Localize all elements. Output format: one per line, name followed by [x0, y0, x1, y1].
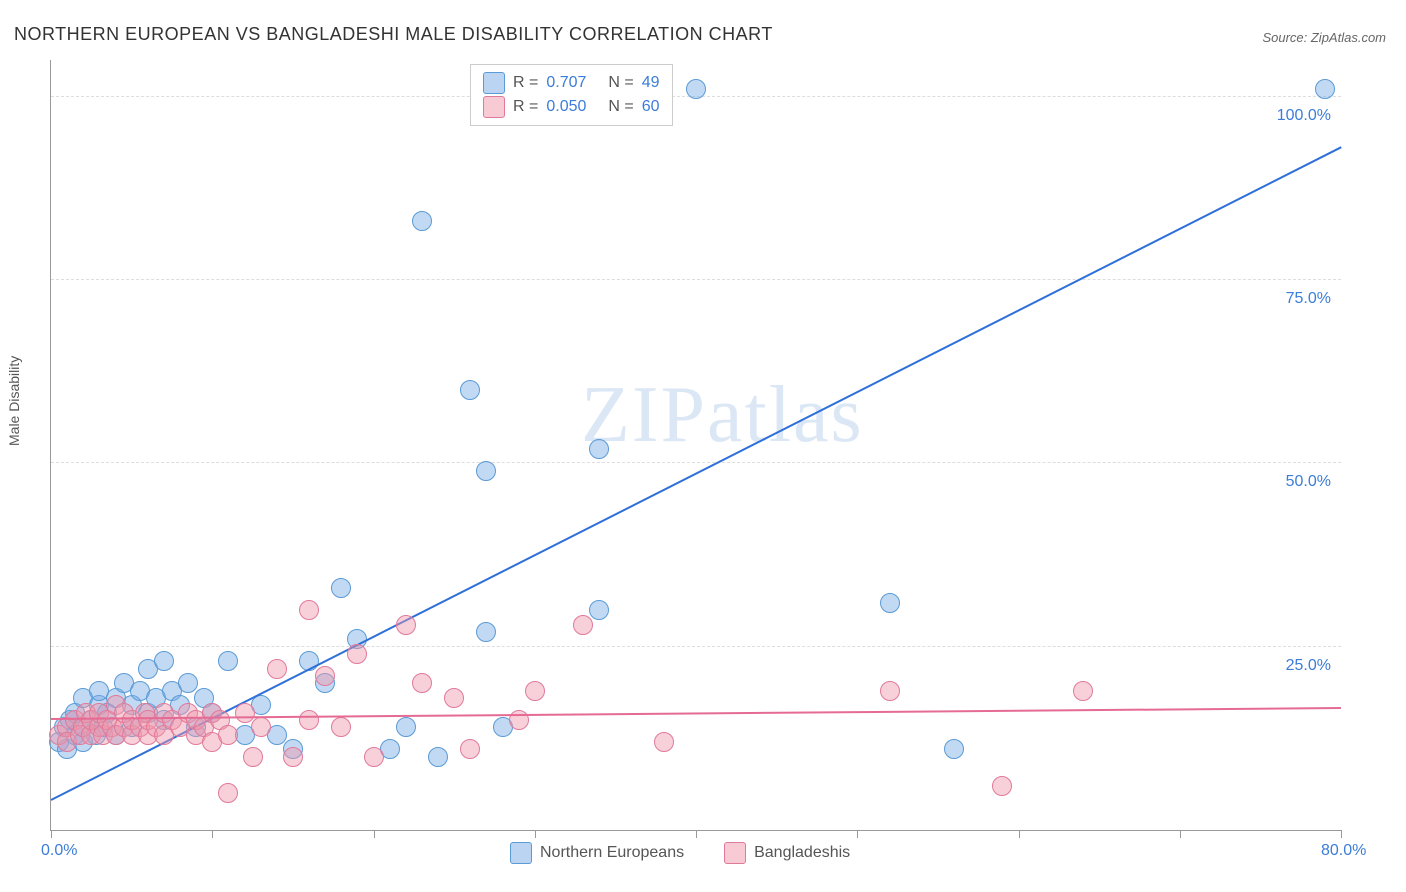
watermark: ZIPatlas [581, 370, 864, 461]
swatch-blue-icon [483, 72, 505, 94]
legend-series: Northern Europeans Bangladeshis [510, 842, 850, 864]
data-point [476, 461, 496, 481]
data-point [331, 578, 351, 598]
data-point [992, 776, 1012, 796]
x-tick [374, 830, 375, 838]
data-point [654, 732, 674, 752]
data-point [880, 593, 900, 613]
stat-n-label: N = [608, 74, 633, 92]
data-point [364, 747, 384, 767]
data-point [218, 651, 238, 671]
chart-title: NORTHERN EUROPEAN VS BANGLADESHI MALE DI… [14, 24, 773, 45]
data-point [283, 747, 303, 767]
grid-line [51, 646, 1341, 647]
y-tick-label: 100.0% [1277, 107, 1331, 125]
x-tick [857, 830, 858, 838]
stat-n-value-1: 60 [642, 98, 660, 116]
x-tick [212, 830, 213, 838]
swatch-pink-icon [483, 96, 505, 118]
stat-r-label: R = [513, 98, 538, 116]
legend-stats-row-1: R = 0.050 N = 60 [483, 95, 660, 119]
legend-item-0: Northern Europeans [510, 842, 684, 864]
y-tick-label: 25.0% [1286, 657, 1331, 675]
swatch-blue-icon [510, 842, 532, 864]
x-tick [1019, 830, 1020, 838]
data-point [1315, 79, 1335, 99]
x-tick [1180, 830, 1181, 838]
stat-r-label: R = [513, 74, 538, 92]
data-point [525, 681, 545, 701]
stat-r-value-1: 0.050 [546, 98, 586, 116]
data-point [460, 380, 480, 400]
data-point [880, 681, 900, 701]
stat-r-value-0: 0.707 [546, 74, 586, 92]
data-point [412, 673, 432, 693]
data-point [347, 644, 367, 664]
legend-item-1: Bangladeshis [724, 842, 850, 864]
grid-line [51, 462, 1341, 463]
data-point [686, 79, 706, 99]
data-point [460, 739, 480, 759]
source-attribution: Source: ZipAtlas.com [1262, 30, 1386, 45]
data-point [428, 747, 448, 767]
data-point [331, 717, 351, 737]
data-point [412, 211, 432, 231]
data-point [178, 673, 198, 693]
data-point [267, 659, 287, 679]
x-tick [696, 830, 697, 838]
legend-stats: R = 0.707 N = 49 R = 0.050 N = 60 [470, 64, 673, 126]
x-tick [1341, 830, 1342, 838]
legend-stats-row-0: R = 0.707 N = 49 [483, 71, 660, 95]
swatch-pink-icon [724, 842, 746, 864]
data-point [944, 739, 964, 759]
data-point [444, 688, 464, 708]
data-point [154, 651, 174, 671]
data-point [243, 747, 263, 767]
data-point [589, 600, 609, 620]
data-point [589, 439, 609, 459]
data-point [218, 725, 238, 745]
data-point [476, 622, 496, 642]
stat-n-value-0: 49 [642, 74, 660, 92]
x-tick-label: 0.0% [41, 842, 77, 860]
data-point [251, 717, 271, 737]
grid-line [51, 279, 1341, 280]
stat-n-label: N = [608, 98, 633, 116]
data-point [573, 615, 593, 635]
data-point [1073, 681, 1093, 701]
y-axis-label: Male Disability [6, 356, 22, 446]
x-tick-label: 80.0% [1321, 842, 1366, 860]
plot-area: ZIPatlas 25.0%50.0%75.0%100.0%0.0%80.0% [50, 60, 1341, 831]
x-tick [51, 830, 52, 838]
data-point [218, 783, 238, 803]
data-point [235, 703, 255, 723]
data-point [315, 666, 335, 686]
data-point [396, 717, 416, 737]
x-tick [535, 830, 536, 838]
series-name-0: Northern Europeans [540, 844, 684, 862]
data-point [299, 600, 319, 620]
series-name-1: Bangladeshis [754, 844, 850, 862]
watermark-light: atlas [707, 371, 864, 459]
y-tick-label: 50.0% [1286, 473, 1331, 491]
data-point [299, 710, 319, 730]
data-point [396, 615, 416, 635]
y-tick-label: 75.0% [1286, 290, 1331, 308]
